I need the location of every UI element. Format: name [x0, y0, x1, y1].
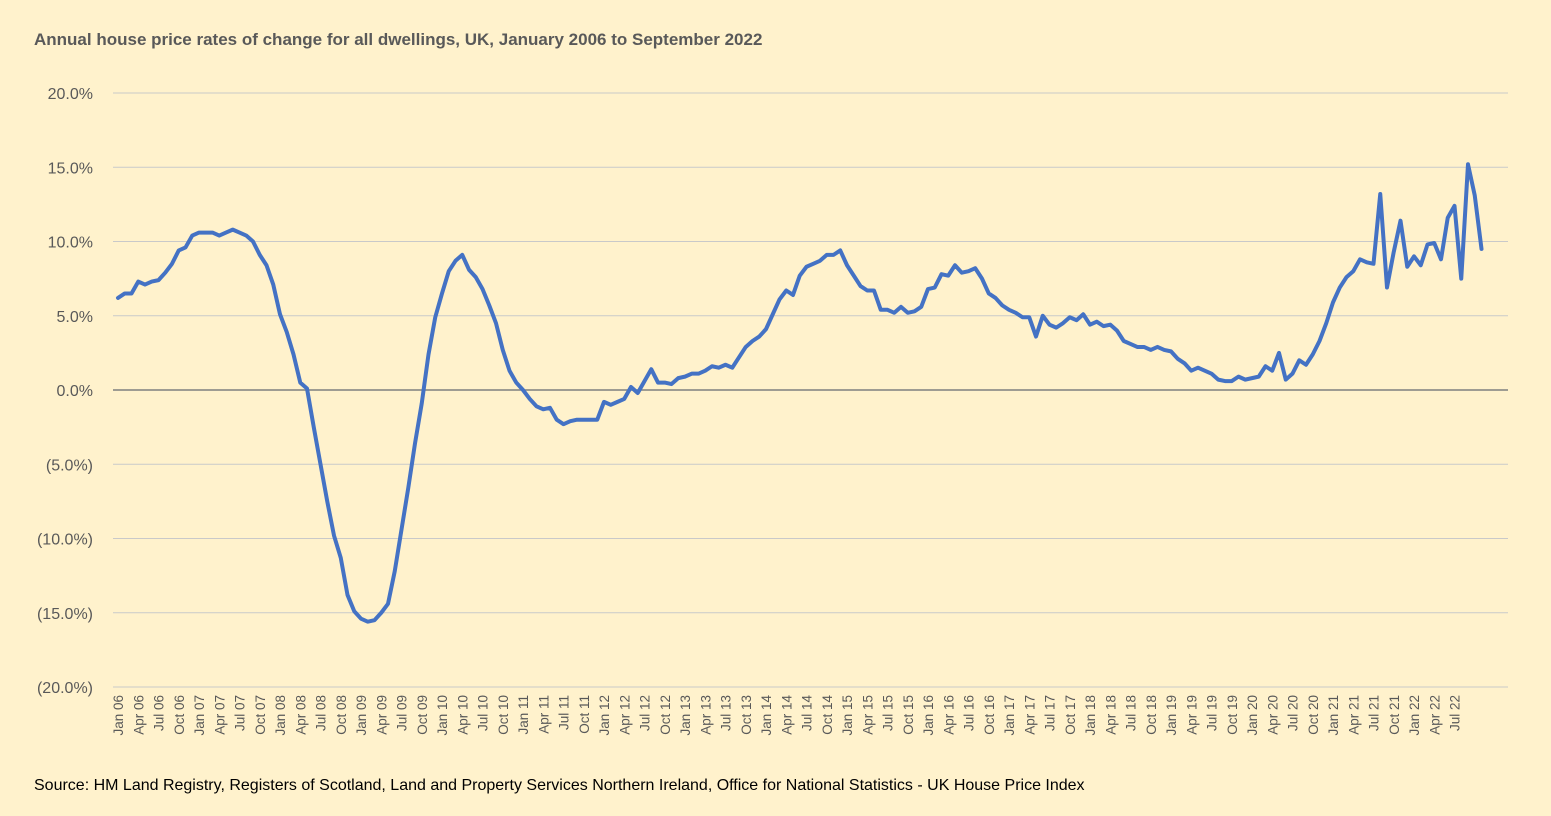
- y-axis-tick-labels: 20.0% 15.0% 10.0% 5.0% 0.0% (5.0%) (10.0%) (15.…: [37, 86, 93, 697]
- x-tick-label: Jan 13: [678, 695, 693, 736]
- x-axis-tick-labels: Jan 06 Apr 06 Jul 06 Oct 06 Jan 07 Apr 07 Jul …: [111, 695, 1463, 736]
- x-tick-label: Jan 15: [840, 695, 855, 736]
- series-line-0: [116, 162, 1484, 624]
- x-tick-label: Apr 22: [1427, 695, 1442, 735]
- x-tick-label: Oct 21: [1387, 695, 1402, 735]
- x-tick-label: Jan 08: [273, 695, 288, 736]
- x-tick-label: Jul 15: [881, 695, 896, 731]
- x-tick-label: Jul 19: [1205, 695, 1220, 731]
- x-tick-label: Jan 16: [921, 695, 936, 736]
- y-tick-label: (5.0%): [46, 457, 93, 474]
- x-tick-label: Apr 16: [941, 695, 956, 735]
- y-tick-label: 10.0%: [48, 235, 93, 252]
- x-tick-label: Oct 10: [496, 695, 511, 735]
- x-tick-label: Oct 15: [901, 695, 916, 735]
- x-tick-label: Oct 18: [1144, 695, 1159, 735]
- x-tick-label: Jul 20: [1286, 695, 1301, 731]
- x-tick-label: Oct 19: [1225, 695, 1240, 735]
- x-tick-label: Jul 13: [719, 695, 734, 731]
- x-tick-label: Jan 14: [759, 695, 774, 736]
- x-tick-label: Jul 12: [638, 695, 653, 731]
- x-tick-label: Apr 08: [293, 695, 308, 735]
- x-tick-label: Apr 12: [617, 695, 632, 735]
- x-tick-label: Jan 12: [597, 695, 612, 736]
- x-tick-label: Jan 19: [1164, 695, 1179, 736]
- gridlines: [113, 92, 1508, 688]
- x-tick-label: Jan 06: [111, 695, 126, 736]
- x-tick-label: Apr 09: [374, 695, 389, 735]
- x-tick-label: Oct 12: [658, 695, 673, 735]
- y-tick-label: 5.0%: [57, 309, 93, 326]
- x-tick-label: Apr 18: [1103, 695, 1118, 735]
- x-tick-label: Jan 20: [1245, 695, 1260, 736]
- x-tick-label: Jul 17: [1043, 695, 1058, 731]
- y-tick-label: 20.0%: [48, 86, 93, 103]
- x-tick-label: Oct 17: [1063, 695, 1078, 735]
- x-tick-label: Jan 11: [516, 695, 531, 735]
- x-tick-label: Apr 15: [860, 695, 875, 735]
- x-tick-label: Jan 18: [1083, 695, 1098, 736]
- x-tick-label: Apr 06: [131, 695, 146, 735]
- chart-title: Annual house price rates of change for a…: [34, 30, 763, 49]
- x-tick-label: Jul 21: [1367, 695, 1382, 731]
- x-tick-label: Jul 10: [476, 695, 491, 731]
- x-tick-label: Oct 16: [982, 695, 997, 735]
- x-tick-label: Oct 11: [577, 695, 592, 734]
- series-layer: [116, 162, 1484, 624]
- x-tick-label: Oct 09: [415, 695, 430, 735]
- y-tick-label: (10.0%): [37, 532, 93, 549]
- x-tick-label: Oct 06: [172, 695, 187, 735]
- x-tick-label: Oct 20: [1306, 695, 1321, 735]
- x-tick-label: Jan 22: [1407, 695, 1422, 736]
- x-tick-label: Jul 18: [1124, 695, 1139, 731]
- x-tick-label: Apr 20: [1265, 695, 1280, 735]
- x-tick-label: Jul 11: [557, 695, 572, 730]
- x-tick-label: Apr 10: [455, 695, 470, 735]
- x-tick-label: Jul 06: [152, 695, 167, 731]
- chart-source-note: Source: HM Land Registry, Registers of S…: [34, 777, 1085, 794]
- x-tick-label: Jul 08: [314, 695, 329, 731]
- y-tick-label: (15.0%): [37, 606, 93, 623]
- x-tick-label: Apr 13: [698, 695, 713, 735]
- x-tick-label: Oct 13: [739, 695, 754, 735]
- x-tick-label: Jan 10: [435, 695, 450, 736]
- x-tick-label: Oct 08: [334, 695, 349, 735]
- y-tick-label: 15.0%: [48, 160, 93, 177]
- x-tick-label: Jul 09: [395, 695, 410, 731]
- x-tick-label: Apr 17: [1022, 695, 1037, 735]
- x-tick-label: Jul 22: [1448, 695, 1463, 731]
- x-tick-label: Apr 11: [536, 695, 551, 734]
- x-tick-label: Jan 09: [354, 695, 369, 736]
- x-tick-label: Jul 14: [800, 695, 815, 732]
- x-tick-label: Jul 07: [233, 695, 248, 731]
- x-tick-label: Apr 21: [1346, 695, 1361, 735]
- x-tick-label: Oct 07: [253, 695, 268, 735]
- x-tick-label: Apr 19: [1184, 695, 1199, 735]
- x-tick-label: Jan 07: [192, 695, 207, 736]
- x-tick-label: Apr 14: [779, 695, 794, 735]
- x-tick-label: Jul 16: [962, 695, 977, 731]
- x-tick-label: Apr 07: [212, 695, 227, 735]
- x-tick-label: Jan 17: [1002, 695, 1017, 736]
- x-tick-label: Oct 14: [820, 695, 835, 735]
- y-tick-label: (20.0%): [37, 680, 93, 697]
- x-tick-label: Jan 21: [1326, 695, 1341, 736]
- y-tick-label: 0.0%: [57, 383, 93, 400]
